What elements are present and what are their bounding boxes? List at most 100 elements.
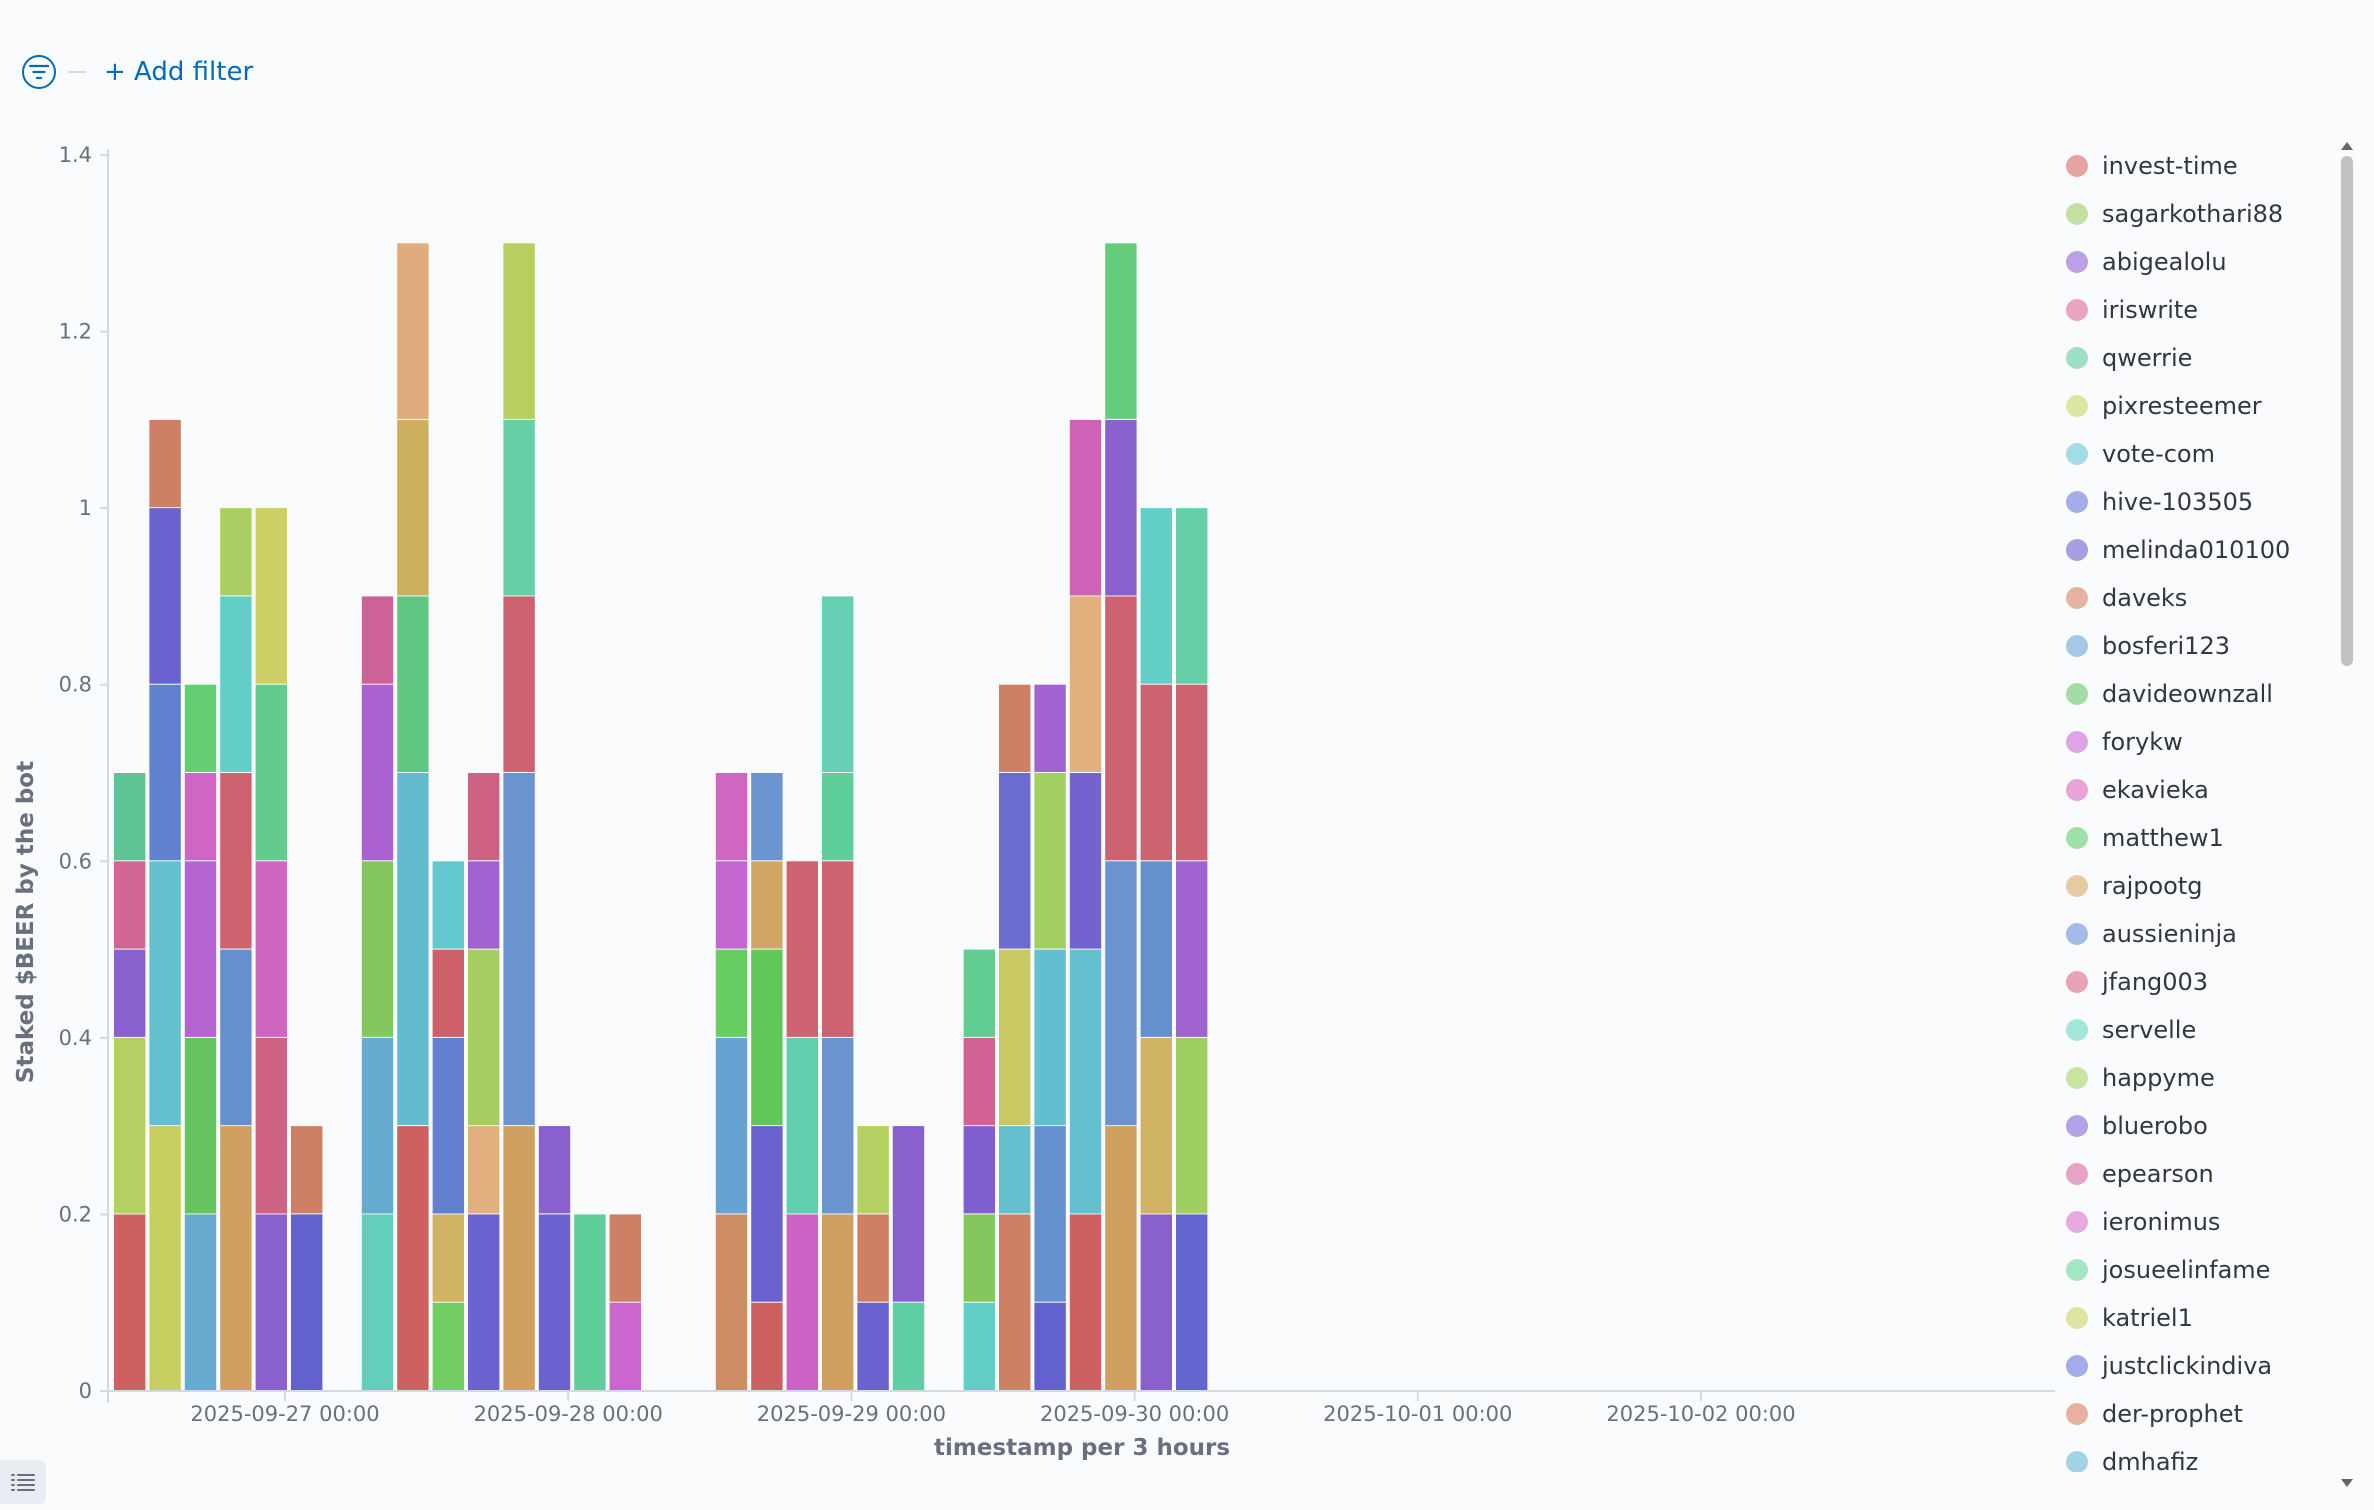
bar-segment-20-1[interactable] [822, 1037, 854, 1214]
legend-item[interactable]: forykw [2066, 718, 2328, 766]
bar-segment-8-2[interactable] [397, 596, 429, 772]
bar-segment-29-2[interactable] [1140, 861, 1172, 1037]
bar-segment-28-3[interactable] [1105, 419, 1137, 596]
bar-segment-27-0[interactable] [1069, 1214, 1102, 1390]
bar-segment-28-4[interactable] [1105, 243, 1137, 419]
bar-segment-17-4[interactable] [715, 773, 748, 861]
legend-item[interactable]: katriel1 [2066, 1294, 2328, 1342]
bar-segment-2-0[interactable] [184, 1214, 217, 1390]
bar-segment-7-3[interactable] [361, 684, 394, 861]
bar-segment-26-4[interactable] [1034, 684, 1066, 772]
bar-segment-9-2[interactable] [432, 1037, 464, 1214]
bar-segment-0-2[interactable] [114, 949, 146, 1037]
bar-segment-4-4[interactable] [255, 508, 287, 684]
bar-segment-10-3[interactable] [468, 861, 500, 949]
legend-item[interactable]: aussieninja [2066, 910, 2328, 958]
bar-segment-25-0[interactable] [999, 1214, 1031, 1390]
bar-segment-24-3[interactable] [963, 1037, 995, 1126]
bar-segment-9-1[interactable] [432, 1214, 464, 1302]
bar-segment-2-3[interactable] [184, 773, 217, 861]
bar-segment-29-1[interactable] [1140, 1037, 1172, 1214]
bar-segment-8-0[interactable] [397, 1126, 429, 1390]
bar-segment-3-3[interactable] [220, 596, 252, 772]
bar-segment-24-0[interactable] [963, 1302, 995, 1390]
legend-item[interactable]: hive-103505 [2066, 478, 2328, 526]
legend-item[interactable]: davideownzall [2066, 670, 2328, 718]
legend-item[interactable]: daveks [2066, 574, 2328, 622]
bar-segment-17-0[interactable] [715, 1214, 748, 1390]
bar-segment-0-0[interactable] [114, 1214, 146, 1390]
bar-segment-10-0[interactable] [468, 1214, 500, 1390]
bar-segment-17-3[interactable] [715, 861, 748, 949]
bar-segment-8-4[interactable] [397, 243, 429, 419]
legend-item[interactable]: sagarkothari88 [2066, 190, 2328, 238]
legend-item[interactable]: jfang003 [2066, 958, 2328, 1006]
bar-segment-18-1[interactable] [751, 1126, 783, 1302]
bar-segment-27-4[interactable] [1069, 419, 1102, 596]
legend-item[interactable]: qwerrie [2066, 334, 2328, 382]
bar-segment-9-0[interactable] [432, 1302, 464, 1390]
bar-segment-14-0[interactable] [609, 1302, 641, 1390]
bar-segment-14-1[interactable] [609, 1214, 641, 1302]
bar-segment-8-3[interactable] [397, 419, 429, 596]
bar-segment-25-1[interactable] [999, 1126, 1031, 1214]
legend-item[interactable]: ekavieka [2066, 766, 2328, 814]
legend-item[interactable]: ieronimus [2066, 1198, 2328, 1246]
bar-segment-8-1[interactable] [397, 773, 429, 1126]
legend-item[interactable]: abigealolu [2066, 238, 2328, 286]
legend-scrollbar[interactable] [2338, 142, 2356, 1487]
bar-segment-12-1[interactable] [538, 1126, 571, 1214]
bar-segment-1-4[interactable] [149, 419, 181, 508]
bar-segment-10-1[interactable] [468, 1126, 500, 1214]
bar-segment-10-2[interactable] [468, 949, 500, 1126]
bar-segment-11-3[interactable] [503, 419, 535, 596]
bar-segment-17-1[interactable] [715, 1037, 748, 1214]
bar-segment-21-1[interactable] [857, 1214, 889, 1302]
bar-segment-0-1[interactable] [114, 1037, 146, 1214]
bar-segment-26-1[interactable] [1034, 1126, 1066, 1302]
bar-segment-20-3[interactable] [822, 773, 854, 861]
legend-toggle-button[interactable] [0, 1460, 46, 1504]
bar-segment-30-3[interactable] [1176, 684, 1208, 861]
legend-item[interactable]: happyme [2066, 1054, 2328, 1102]
legend-item[interactable]: dmhafiz [2066, 1438, 2328, 1472]
bar-segment-9-3[interactable] [432, 949, 464, 1037]
bar-segment-12-0[interactable] [538, 1214, 571, 1390]
bar-segment-1-0[interactable] [149, 1126, 181, 1390]
legend-item[interactable]: josueelinfame [2066, 1246, 2328, 1294]
bar-segment-17-2[interactable] [715, 949, 748, 1037]
bar-segment-7-4[interactable] [361, 596, 394, 684]
legend-item[interactable]: iriswrite [2066, 286, 2328, 334]
bar-segment-18-2[interactable] [751, 949, 783, 1126]
bar-segment-28-0[interactable] [1105, 1126, 1137, 1390]
legend-item[interactable]: justclickindiva [2066, 1342, 2328, 1390]
bar-segment-29-3[interactable] [1140, 684, 1172, 861]
filter-icon[interactable] [22, 55, 56, 89]
bar-segment-4-2[interactable] [255, 861, 287, 1037]
bar-segment-5-1[interactable] [291, 1126, 323, 1214]
bar-segment-3-1[interactable] [220, 949, 252, 1126]
bar-segment-4-0[interactable] [255, 1214, 287, 1390]
legend-item[interactable]: rajpootg [2066, 862, 2328, 910]
bar-segment-28-1[interactable] [1105, 861, 1137, 1126]
bar-segment-5-0[interactable] [291, 1214, 323, 1390]
bar-segment-10-4[interactable] [468, 773, 500, 861]
bar-segment-3-2[interactable] [220, 773, 252, 949]
legend-item[interactable]: matthew1 [2066, 814, 2328, 862]
legend-item[interactable]: servelle [2066, 1006, 2328, 1054]
legend-item[interactable]: vote-com [2066, 430, 2328, 478]
bar-segment-24-1[interactable] [963, 1214, 995, 1302]
bar-segment-29-4[interactable] [1140, 508, 1172, 684]
bar-segment-3-4[interactable] [220, 508, 252, 596]
bar-segment-22-0[interactable] [892, 1302, 925, 1390]
bar-segment-30-1[interactable] [1176, 1037, 1208, 1214]
bar-segment-26-0[interactable] [1034, 1302, 1066, 1390]
bar-segment-20-4[interactable] [822, 596, 854, 772]
bar-segment-1-2[interactable] [149, 684, 181, 861]
bar-segment-1-3[interactable] [149, 508, 181, 684]
bar-segment-30-4[interactable] [1176, 508, 1208, 684]
bar-segment-2-4[interactable] [184, 684, 217, 772]
bar-segment-20-0[interactable] [822, 1214, 854, 1390]
bar-segment-25-2[interactable] [999, 949, 1031, 1126]
bar-segment-19-2[interactable] [786, 861, 818, 1037]
